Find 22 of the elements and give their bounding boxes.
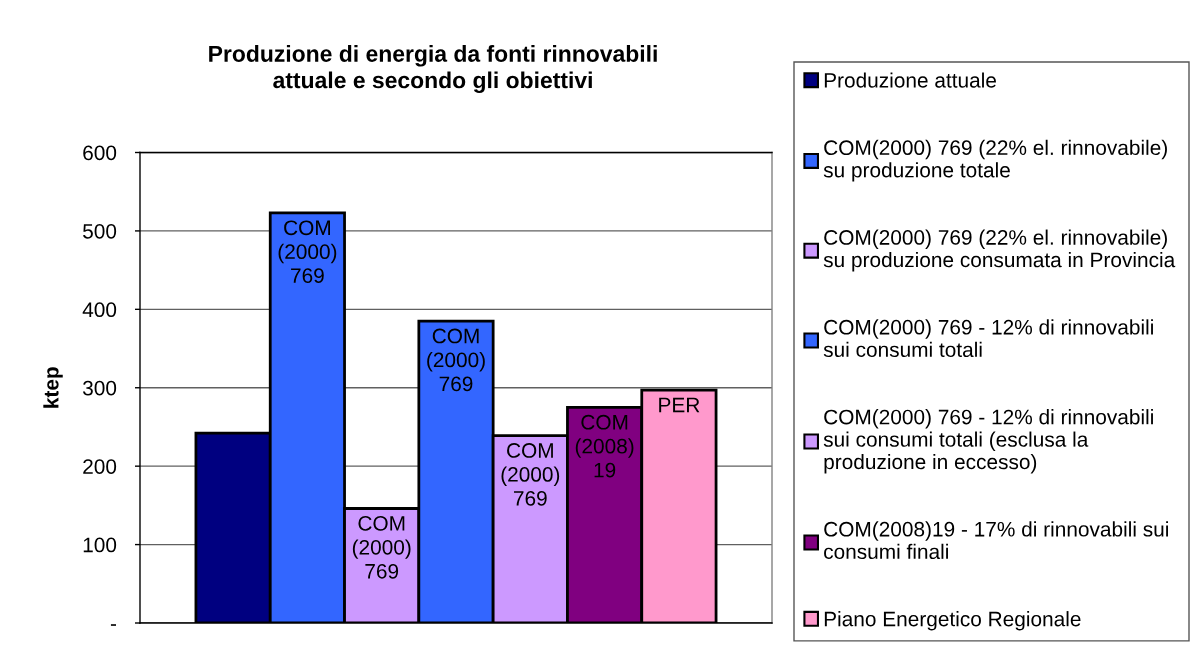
data-label: COM (2000) 769 (427, 328, 485, 392)
chart-title: Produzione di energia da fonti rinnovabili attuale e secondo gli obiettivi (209, 45, 657, 93)
data-label: COM (2000) 769 (501, 443, 560, 506)
y-tick-label: 100 (83, 537, 117, 553)
legend-label: Produzione attuale (824, 72, 996, 88)
y-tick-label: 200 (83, 459, 117, 474)
legend-label: COM(2000) 769 - 12% di rinnovabili sui consumi totali (823, 319, 1153, 358)
y-tick-label: 600 (83, 145, 117, 161)
data-label: PER (659, 397, 700, 413)
legend-label: COM(2008)19 - 17% di rinnovabili sui consumi finali (824, 521, 1168, 560)
y-tick-label: 500 (83, 223, 117, 239)
legend-label: COM(2000) 769 (22% el. rinnovabile) su produzione consumata in Provincia (823, 229, 1176, 272)
y-axis-title: ktep (43, 367, 63, 408)
y-tick-label: - (110, 624, 117, 626)
y-tick-label: 300 (82, 380, 117, 396)
data-label: COM (2000) 769 (278, 220, 337, 284)
legend-label: Piano Energetico Regionale (824, 611, 1081, 631)
y-tick-label: 400 (82, 302, 117, 318)
legend-label: COM(2000) 769 (22% el. rinnovabile) su produzione totale (823, 139, 1167, 182)
data-label: COM (2008) 19 (575, 414, 634, 478)
data-label: COM (2000) 769 (352, 516, 411, 579)
legend-label: COM(2000) 769 - 12% di rinnovabili sui consumi totali (esclusa la produzione in eccesso) (823, 409, 1153, 474)
